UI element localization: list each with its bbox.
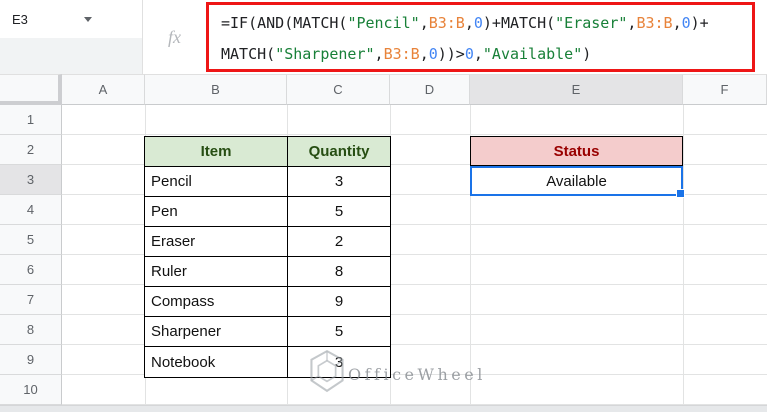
item-cell[interactable]: Eraser bbox=[145, 227, 288, 257]
row-header-10[interactable]: 10 bbox=[0, 375, 62, 405]
quantity-cell[interactable]: 9 bbox=[288, 287, 390, 317]
gridline-vertical bbox=[470, 105, 471, 412]
item-cell[interactable]: Sharpener bbox=[145, 317, 288, 347]
formula-token: , bbox=[419, 13, 429, 32]
column-header-c[interactable]: C bbox=[287, 74, 390, 105]
quantity-cell[interactable]: 3 bbox=[288, 167, 390, 197]
formula-token: "Pencil" bbox=[347, 13, 420, 32]
select-all-corner[interactable] bbox=[0, 74, 62, 105]
column-header-b[interactable]: B bbox=[145, 74, 287, 105]
formula-token: 0 bbox=[464, 44, 474, 63]
quantity-cell[interactable]: 8 bbox=[288, 257, 390, 287]
formula-token: , bbox=[672, 13, 682, 32]
status-header-cell[interactable]: Status bbox=[470, 136, 683, 166]
formula-token: ) bbox=[582, 44, 592, 63]
row-header-1[interactable]: 1 bbox=[0, 105, 62, 135]
table-header-quantity[interactable]: Quantity bbox=[288, 137, 390, 167]
formula-token: , bbox=[473, 44, 483, 63]
column-header-d[interactable]: D bbox=[390, 74, 470, 105]
formula-token: 0 bbox=[428, 44, 438, 63]
item-cell[interactable]: Ruler bbox=[145, 257, 288, 287]
row-header-7[interactable]: 7 bbox=[0, 285, 62, 315]
name-box-lower-panel bbox=[0, 38, 143, 74]
formula-token: 0 bbox=[473, 13, 483, 32]
formula-token: , bbox=[374, 44, 384, 63]
column-header-e[interactable]: E bbox=[470, 74, 683, 105]
formula-token: =IF(AND(MATCH( bbox=[221, 13, 348, 32]
formula-line: MATCH("Sharpener", B3:B, 0))> 0, "Available"… bbox=[221, 38, 752, 69]
selected-cell-e3[interactable]: Available bbox=[470, 166, 685, 198]
row-header-2[interactable]: 2 bbox=[0, 135, 62, 165]
formula-token: "Available" bbox=[482, 44, 583, 63]
chevron-down-icon[interactable] bbox=[84, 17, 92, 22]
formula-line: =IF(AND(MATCH("Pencil", B3:B, 0)+MATCH("Er… bbox=[221, 7, 752, 38]
bottom-strip bbox=[0, 405, 767, 412]
formula-token: , bbox=[464, 13, 474, 32]
item-cell[interactable]: Pen bbox=[145, 197, 288, 227]
column-header-a[interactable]: A bbox=[62, 74, 145, 105]
gridline-vertical bbox=[683, 105, 684, 412]
formula-bar: E3 fx =IF(AND(MATCH("Pencil", B3:B, 0)+MAT… bbox=[0, 0, 767, 74]
row-headers: 1 2 3 4 5 6 7 8 9 10 bbox=[0, 105, 62, 412]
status-header-label: Status bbox=[553, 142, 600, 160]
row-header-3[interactable]: 3 bbox=[0, 165, 62, 195]
fill-handle[interactable] bbox=[676, 189, 685, 198]
officewheel-logo-icon bbox=[308, 348, 346, 394]
items-table: Item Quantity Pencil 3 Pen 5 Eraser 2 Ruler 8 Comp… bbox=[144, 136, 391, 378]
item-cell[interactable]: Notebook bbox=[145, 347, 288, 377]
formula-token: B3:B bbox=[428, 13, 465, 32]
table-header-item[interactable]: Item bbox=[145, 137, 288, 167]
cell-reference: E3 bbox=[12, 11, 28, 27]
formula-token: 0 bbox=[681, 13, 691, 32]
row-header-9[interactable]: 9 bbox=[0, 345, 62, 375]
quantity-cell[interactable]: 3 bbox=[334, 353, 344, 371]
formula-token: , bbox=[419, 44, 429, 63]
item-cell[interactable]: Compass bbox=[145, 287, 288, 317]
formula-token: MATCH( bbox=[221, 44, 276, 63]
item-cell[interactable]: Pencil bbox=[145, 167, 288, 197]
quantity-cell[interactable]: 2 bbox=[288, 227, 390, 257]
formula-token: "Sharpener" bbox=[275, 44, 375, 63]
formula-token: )+MATCH( bbox=[482, 13, 556, 32]
status-value-label: Available bbox=[546, 172, 607, 190]
row-header-5[interactable]: 5 bbox=[0, 225, 62, 255]
formula-token: )+ bbox=[690, 13, 709, 32]
column-header-f[interactable]: F bbox=[683, 74, 767, 105]
fx-icon: fx bbox=[168, 26, 181, 47]
quantity-cell[interactable]: 5 bbox=[288, 317, 390, 347]
formula-input[interactable]: =IF(AND(MATCH("Pencil", B3:B, 0)+MATCH("Er… bbox=[206, 2, 755, 72]
cell-name-box[interactable]: E3 bbox=[0, 0, 143, 38]
formula-token: B3:B bbox=[636, 13, 673, 32]
officewheel-watermark-text: OfficeWheel bbox=[348, 364, 486, 384]
officewheel-watermark: OfficeWheel bbox=[308, 348, 486, 394]
formula-token: , bbox=[627, 13, 637, 32]
row-header-6[interactable]: 6 bbox=[0, 255, 62, 285]
formula-token: ))> bbox=[437, 44, 465, 63]
row-header-4[interactable]: 4 bbox=[0, 195, 62, 225]
formula-token: B3:B bbox=[383, 44, 420, 63]
row-header-8[interactable]: 8 bbox=[0, 315, 62, 345]
formula-token: "Eraser" bbox=[555, 13, 628, 32]
quantity-cell[interactable]: 5 bbox=[288, 197, 390, 227]
